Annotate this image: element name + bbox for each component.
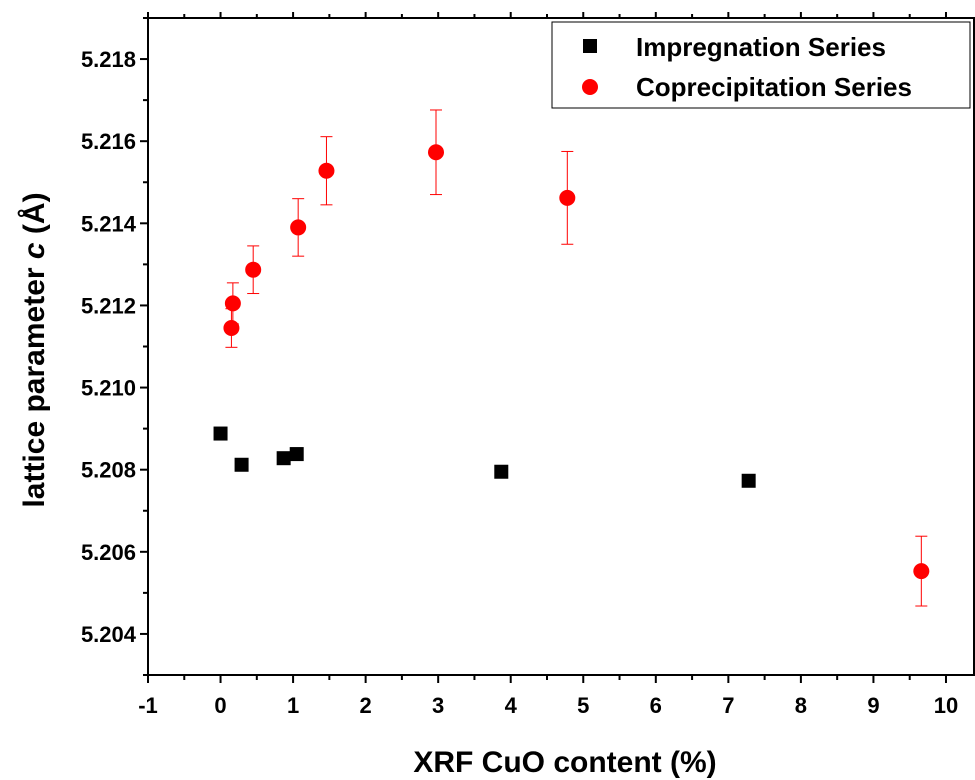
x-tick-label: 7 — [722, 693, 734, 718]
data-point — [223, 320, 240, 337]
data-point — [213, 426, 228, 441]
series-impregnation — [213, 426, 756, 488]
x-tick-label: 9 — [867, 693, 879, 718]
y-tick-label: 5.214 — [81, 211, 137, 236]
y-axis-title-suffix: (Å) — [18, 192, 51, 242]
x-tick-label: 0 — [214, 693, 226, 718]
y-tick-label: 5.210 — [81, 376, 136, 401]
data-point — [224, 295, 241, 312]
data-point — [276, 451, 291, 466]
x-tick-label: 6 — [650, 693, 662, 718]
data-point — [741, 473, 756, 488]
series-coprecipitation — [223, 109, 930, 607]
legend-marker-coprecipitation — [582, 79, 598, 95]
y-axis-ticks: 5.204 5.206 5.208 5.210 5.212 5.214 5.216 5.218 — [81, 17, 148, 676]
y-axis-title-prefix: lattice parameter — [18, 259, 51, 507]
data-point — [290, 219, 307, 236]
y-tick-label: 5.212 — [81, 293, 136, 318]
x-tick-label: 10 — [934, 693, 958, 718]
data-point — [427, 144, 444, 161]
x-tick-label: 3 — [432, 693, 444, 718]
x-axis-ticks: -1 0 1 2 3 4 5 6 7 8 9 10 — [138, 12, 958, 718]
legend-label-impregnation: Impregnation Series — [636, 32, 886, 62]
x-tick-label: 4 — [505, 693, 518, 718]
data-point — [289, 447, 304, 462]
x-tick-label: 2 — [360, 693, 372, 718]
data-point — [245, 261, 262, 278]
y-tick-label: 5.204 — [81, 622, 137, 647]
x-axis-title: XRF CuO content (%) — [413, 746, 716, 779]
data-point — [234, 457, 249, 472]
y-tick-label: 5.206 — [81, 540, 136, 565]
legend-box — [551, 21, 971, 109]
x-tick-label: 8 — [795, 693, 807, 718]
data-point — [559, 189, 576, 206]
y-tick-label: 5.218 — [81, 47, 136, 72]
data-series — [213, 109, 930, 607]
legend: Impregnation Series Coprecipitation Seri… — [551, 21, 971, 109]
y-axis-title-italic: c — [18, 242, 51, 259]
data-point — [913, 563, 930, 580]
x-tick-label: 1 — [287, 693, 299, 718]
plot-frame — [147, 17, 975, 676]
y-tick-label: 5.208 — [81, 458, 136, 483]
x-tick-label: 5 — [577, 693, 589, 718]
y-axis-title: lattice parameter c (Å) — [18, 192, 51, 507]
y-tick-label: 5.216 — [81, 129, 136, 154]
legend-label-coprecipitation: Coprecipitation Series — [636, 72, 912, 102]
data-point — [318, 162, 335, 179]
x-tick-label: -1 — [138, 693, 158, 718]
legend-marker-impregnation — [583, 39, 597, 53]
data-point — [494, 464, 509, 479]
